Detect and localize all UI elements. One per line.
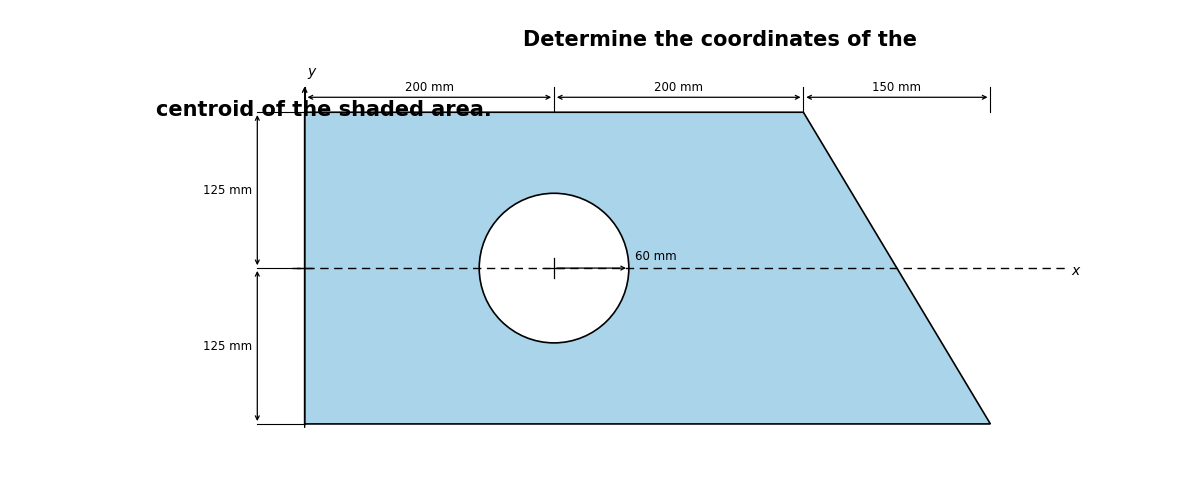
Circle shape: [479, 194, 629, 343]
Text: y: y: [307, 64, 316, 78]
Polygon shape: [305, 112, 990, 424]
Text: 200 mm: 200 mm: [654, 80, 703, 94]
Text: 150 mm: 150 mm: [872, 80, 922, 94]
Text: centroid of the shaded area.: centroid of the shaded area.: [156, 100, 492, 120]
Text: 125 mm: 125 mm: [203, 340, 252, 352]
Text: Determine the coordinates of the: Determine the coordinates of the: [523, 30, 917, 50]
Text: 60 mm: 60 mm: [635, 250, 677, 263]
Text: 200 mm: 200 mm: [404, 80, 454, 94]
Text: 125 mm: 125 mm: [203, 184, 252, 196]
Text: x: x: [1072, 264, 1080, 278]
